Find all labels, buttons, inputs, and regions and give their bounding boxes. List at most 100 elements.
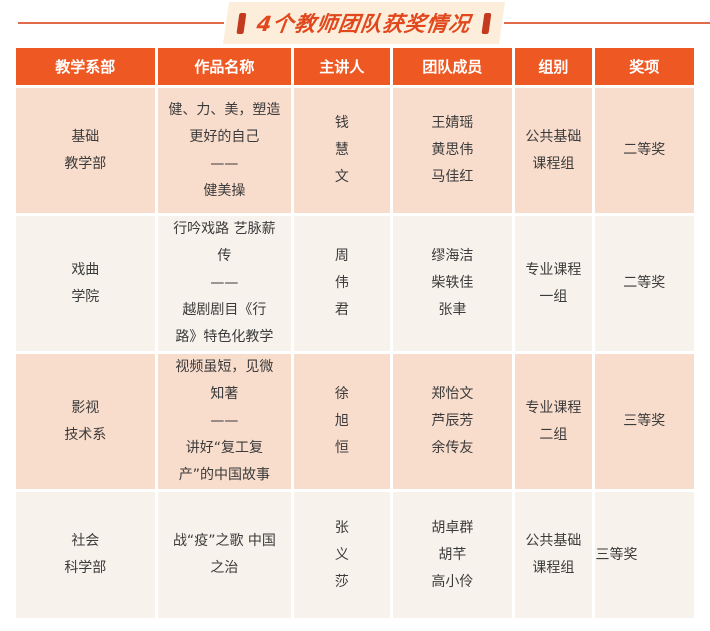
title-left-line [18,21,225,24]
speaker-cell: 钱慧文 [294,88,390,213]
cell-line: 之治 [210,560,239,576]
cell-line: 恒 [334,440,349,456]
cell-line: 莎 [334,573,349,590]
speaker-cell: 张义莎 [294,492,390,618]
cell-line: 慧 [334,142,349,158]
cell-line: 周 [334,248,349,264]
members-cell: 胡卓群 胡芊 高小伶 [392,492,513,618]
title-left-bar-icon [236,12,247,33]
cell-line: 传 [217,248,232,264]
cell-line: 路》特色化教学 [175,329,274,345]
group-cell: 公共基础 课程组 [515,492,592,618]
table-row: 基础 教学部 健、力、美，塑造 更好的自己 —— 健美操钱慧文王婧瑶 黄思伟 马佳红 公共基础课… [16,88,694,213]
cell-line: 科学部 [64,560,107,576]
cell-line: 胡芊 [438,546,467,563]
cell-line: 教学部 [64,155,107,172]
title-right-line [503,21,710,24]
cell-line: 三等奖 [595,546,638,563]
cell-line: —— [210,155,239,172]
title-badge: 4个教师团队获奖情况 [223,1,505,44]
work-title-cell: 行吟戏路 艺脉薪传 —— 越剧剧目《行 路》特色化教学 [157,216,292,351]
cell-line: 影视 [71,399,100,416]
cell-line: 产”的中国故事 [178,467,271,483]
work-title-cell: 战“疫”之歌 中国 之治 [157,492,292,618]
members-cell: 缪海洁 柴轶佳 张聿 [392,216,513,351]
cell-line: 王婧瑶 [431,115,474,131]
dept-cell: 影视 技术系 [16,354,155,489]
cell-line: 课程组 [532,560,575,576]
header-group: 组别 [515,48,592,85]
cell-line: 柴轶佳 [431,275,474,291]
cell-line: 二等奖 [623,142,666,158]
cell-line: 文 [334,169,349,185]
table-row: 社会 科学部 战“疫”之歌 中国 之治张义莎胡卓群 胡芊 高小伶 公共基础 课程组 三等奖 [16,492,694,618]
cell-line: 越剧剧目《行 [182,302,267,318]
awards-table: 教学系部 作品名称 主讲人 团队成员 组别 奖项 基础 教学部 健、力、美，塑造 更好… [13,45,697,621]
title-banner: 4个教师团队获奖情况 [0,0,710,45]
cell-line: 视频虽短，见微 [175,359,274,375]
group-cell: 公共基础 课程组 [515,88,592,213]
work-title-cell: 健、力、美，塑造 更好的自己 —— 健美操 [157,88,292,213]
cell-line: 讲好“复工复 [185,440,264,456]
award-cell: 二等奖 [594,88,694,213]
award-cell: 二等奖 [594,216,694,351]
cell-line: 义 [334,546,349,563]
cell-line: 戏曲 [71,261,100,278]
cell-line: 行吟戏路 艺脉薪 [173,221,276,237]
cell-line: 徐 [334,386,349,402]
cell-line: 公共基础 [525,533,582,549]
cell-line: 伟 [334,275,349,291]
cell-line: 旭 [334,413,349,429]
cell-line: 胡卓群 [431,519,474,536]
header-award: 奖项 [594,48,694,85]
cell-line: 更好的自己 [189,128,260,145]
cell-line: 君 [334,302,349,318]
cell-line: 一组 [539,288,568,305]
table-row: 戏曲 学院 行吟戏路 艺脉薪传 —— 越剧剧目《行 路》特色化教学周伟君缪海洁 柴轶佳 张聿专… [16,216,694,351]
cell-line: 专业课程 [525,261,582,278]
cell-line: 健、力、美，塑造 [168,101,281,118]
table-header-row: 教学系部 作品名称 主讲人 团队成员 组别 奖项 [16,48,694,85]
cell-line: 黄思伟 [431,142,474,158]
cell-line: 缪海洁 [431,248,474,264]
cell-line: 芦辰芳 [431,413,474,429]
cell-line: 三等奖 [623,413,666,429]
cell-line: —— [210,413,239,429]
cell-line: 高小伶 [431,573,474,590]
cell-line: 健美操 [203,182,246,199]
cell-line: 基础 [71,128,100,145]
table-row: 影视 技术系 视频虽短，见微 知著 —— 讲好“复工复 产”的中国故事徐旭恒郑怡文 芦辰芳 余传… [16,354,694,489]
group-cell: 专业课程 一组 [515,216,592,351]
cell-line: 战“疫”之歌 中国 [172,533,276,549]
title-right-bar-icon [481,12,492,33]
award-cell: 三等奖 [594,354,694,489]
header-dept: 教学系部 [16,48,155,85]
speaker-cell: 周伟君 [294,216,390,351]
cell-line: 专业课程 [525,399,582,416]
cell-line: 知著 [210,386,239,402]
dept-cell: 社会 科学部 [16,492,155,618]
header-work: 作品名称 [157,48,292,85]
group-cell: 专业课程 二组 [515,354,592,489]
cell-line: 钱 [334,115,349,131]
cell-line: 技术系 [64,426,107,443]
members-cell: 郑怡文 芦辰芳 余传友 [392,354,513,489]
cell-line: 社会 [71,533,100,549]
cell-line: 余传友 [431,440,474,456]
page-title: 4个教师团队获奖情况 [255,11,473,36]
cell-line: 张聿 [438,302,467,318]
cell-line: 二等奖 [623,275,666,291]
cell-line: 学院 [71,288,100,305]
header-speaker: 主讲人 [294,48,390,85]
speaker-cell: 徐旭恒 [294,354,390,489]
award-cell: 三等奖 [594,492,694,618]
members-cell: 王婧瑶 黄思伟 马佳红 [392,88,513,213]
dept-cell: 戏曲 学院 [16,216,155,351]
header-members: 团队成员 [392,48,513,85]
cell-line: 课程组 [532,155,575,172]
dept-cell: 基础 教学部 [16,88,155,213]
cell-line: 二组 [539,426,568,443]
cell-line: —— [210,275,239,291]
cell-line: 马佳红 [431,169,474,185]
cell-line: 公共基础 [525,128,582,145]
